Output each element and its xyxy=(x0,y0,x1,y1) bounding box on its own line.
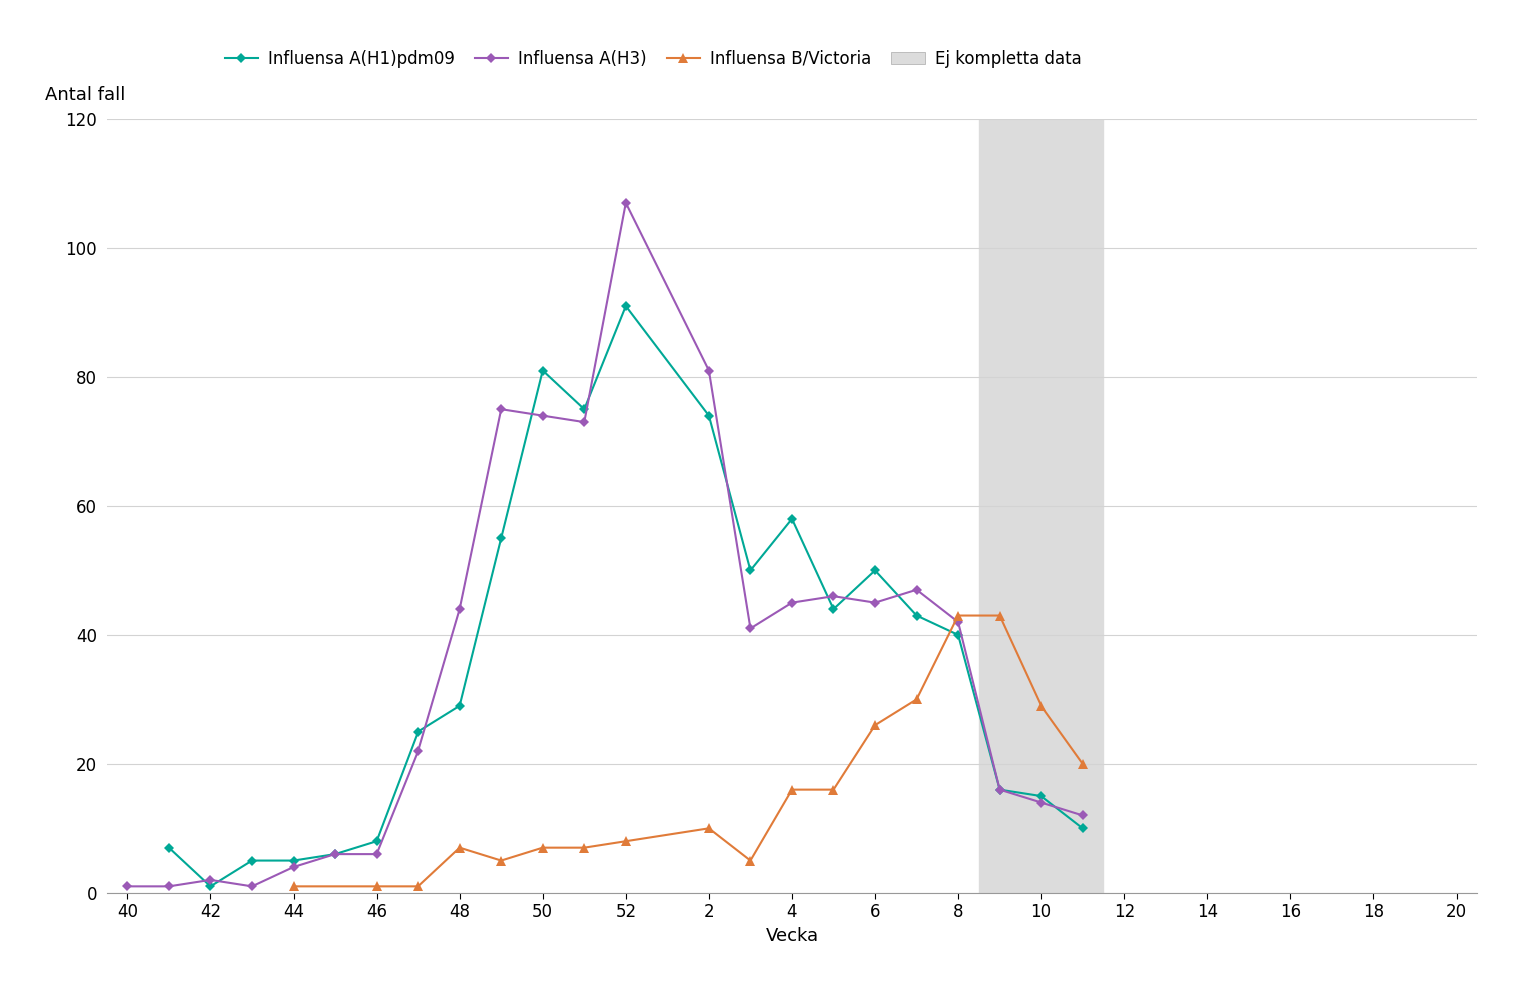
Influensa A(H1)pdm09 xyxy=(824,603,842,615)
Legend: Influensa A(H1)pdm09, Influensa A(H3), Influensa B/Victoria, Ej kompletta data: Influensa A(H1)pdm09, Influensa A(H3), I… xyxy=(224,50,1081,68)
Influensa A(H3) xyxy=(285,861,303,873)
Influensa A(H3) xyxy=(367,848,385,860)
Influensa B/Victoria xyxy=(908,693,926,705)
Influensa A(H3) xyxy=(492,404,510,416)
Influensa A(H3) xyxy=(533,410,551,422)
Text: Antal fall: Antal fall xyxy=(46,85,125,103)
Influensa A(H3) xyxy=(699,365,717,377)
Influensa A(H3) xyxy=(783,596,801,608)
Influensa A(H3) xyxy=(242,881,260,893)
Influensa A(H3) xyxy=(742,623,760,635)
Influensa A(H1)pdm09 xyxy=(699,410,717,422)
Influensa A(H3) xyxy=(908,583,926,595)
Influensa A(H3) xyxy=(410,745,428,757)
Influensa A(H3) xyxy=(160,881,178,893)
Influensa B/Victoria xyxy=(699,822,717,834)
Influensa B/Victoria xyxy=(576,841,594,853)
Influensa A(H1)pdm09 xyxy=(451,700,469,712)
Influensa A(H3) xyxy=(824,590,842,602)
Influensa A(H3) xyxy=(326,848,344,860)
Influensa B/Victoria xyxy=(1074,758,1092,770)
Influensa A(H3) xyxy=(617,196,635,209)
Bar xyxy=(979,119,1104,893)
Influensa B/Victoria xyxy=(742,855,760,867)
Influensa A(H1)pdm09 xyxy=(492,532,510,544)
Influensa A(H1)pdm09 xyxy=(783,513,801,525)
Influensa A(H3) xyxy=(451,603,469,615)
Influensa A(H1)pdm09 xyxy=(533,365,551,377)
Influensa A(H1)pdm09 xyxy=(410,726,428,738)
Influensa B/Victoria xyxy=(451,841,469,853)
Influensa A(H3) xyxy=(949,616,967,628)
Influensa A(H1)pdm09 xyxy=(867,564,885,576)
Influensa B/Victoria xyxy=(492,855,510,867)
X-axis label: Vecka: Vecka xyxy=(766,927,818,944)
Influensa B/Victoria xyxy=(617,835,635,847)
Influensa A(H3) xyxy=(1074,809,1092,821)
Influensa A(H1)pdm09 xyxy=(742,564,760,576)
Influensa A(H1)pdm09 xyxy=(201,881,219,893)
Influensa B/Victoria xyxy=(867,719,885,731)
Influensa A(H1)pdm09 xyxy=(617,301,635,312)
Influensa B/Victoria xyxy=(367,881,385,893)
Influensa A(H3) xyxy=(867,596,885,608)
Influensa A(H1)pdm09 xyxy=(1033,790,1051,802)
Influensa A(H1)pdm09 xyxy=(1074,822,1092,834)
Line: Influensa B/Victoria: Influensa B/Victoria xyxy=(289,611,1087,891)
Influensa A(H3) xyxy=(201,874,219,886)
Influensa B/Victoria xyxy=(533,841,551,853)
Influensa A(H1)pdm09 xyxy=(949,629,967,641)
Influensa A(H1)pdm09 xyxy=(576,404,594,416)
Line: Influensa A(H3): Influensa A(H3) xyxy=(123,199,1086,890)
Influensa A(H1)pdm09 xyxy=(367,835,385,847)
Influensa A(H3) xyxy=(119,881,137,893)
Influensa B/Victoria xyxy=(285,881,303,893)
Influensa B/Victoria xyxy=(1033,700,1051,712)
Influensa A(H1)pdm09 xyxy=(242,855,260,867)
Influensa A(H1)pdm09 xyxy=(908,609,926,621)
Influensa B/Victoria xyxy=(824,784,842,796)
Line: Influensa A(H1)pdm09: Influensa A(H1)pdm09 xyxy=(164,303,1086,890)
Influensa A(H1)pdm09 xyxy=(326,848,344,860)
Influensa B/Victoria xyxy=(949,609,967,621)
Influensa B/Victoria xyxy=(990,609,1008,621)
Influensa B/Victoria xyxy=(410,881,428,893)
Influensa B/Victoria xyxy=(783,784,801,796)
Influensa A(H1)pdm09 xyxy=(285,855,303,867)
Influensa A(H1)pdm09 xyxy=(990,784,1008,796)
Influensa A(H3) xyxy=(576,417,594,429)
Influensa A(H3) xyxy=(1033,797,1051,808)
Influensa A(H3) xyxy=(990,784,1008,796)
Influensa A(H1)pdm09 xyxy=(160,841,178,853)
